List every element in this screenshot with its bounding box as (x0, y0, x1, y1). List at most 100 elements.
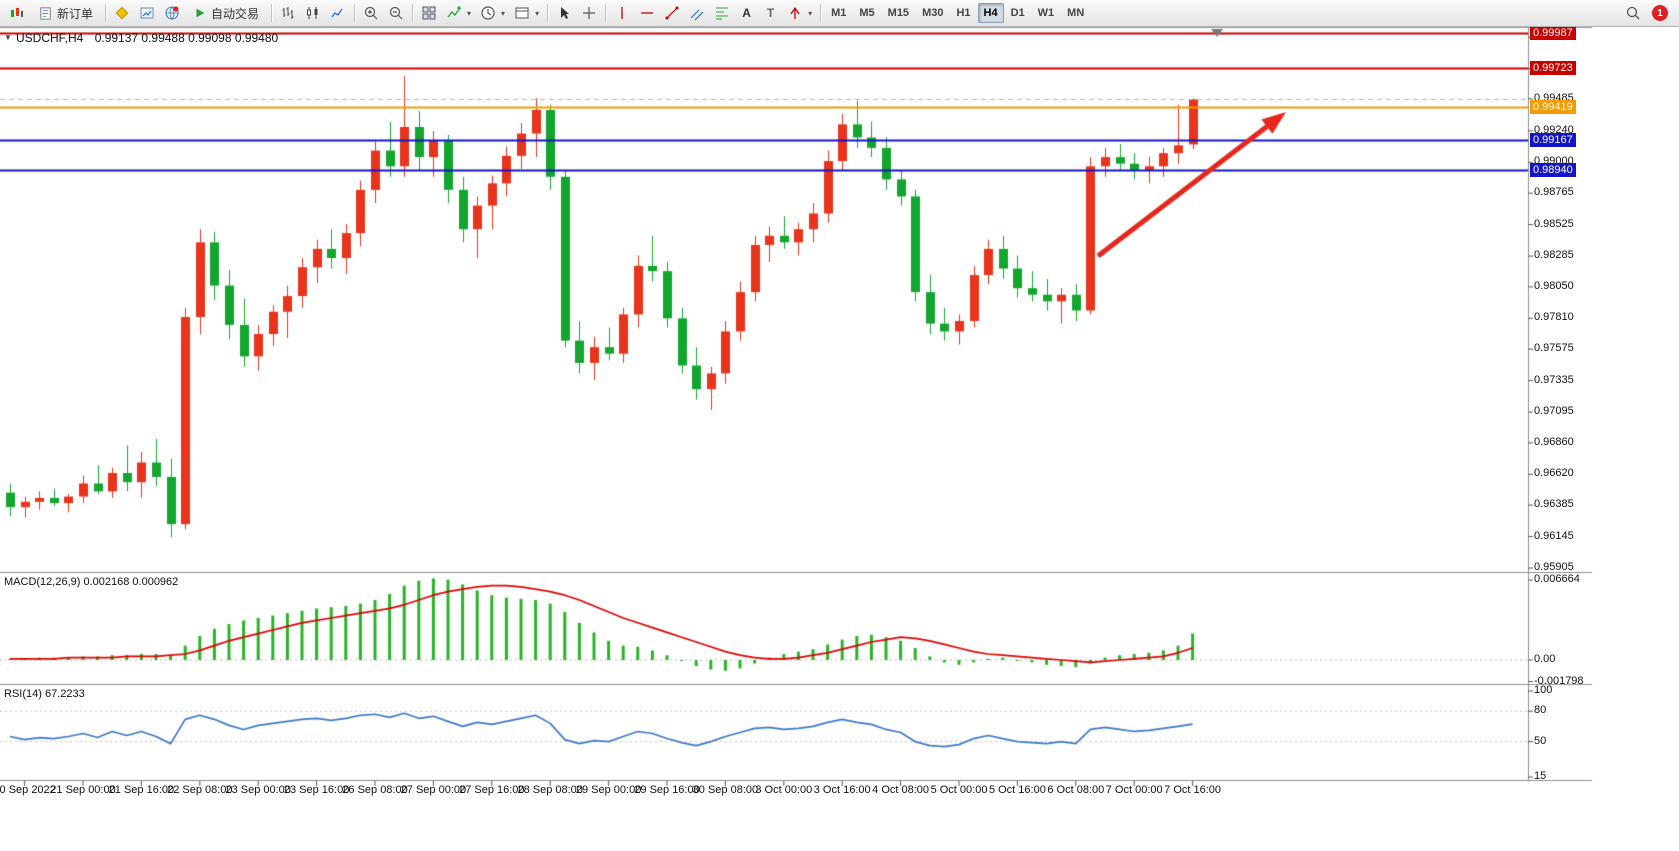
zoom-in-icon (364, 6, 378, 20)
time-axis-label: 20 Sep 2022 (0, 784, 56, 796)
price-axis-label: 0.96145 (1534, 529, 1574, 542)
timeframe-d1-button[interactable]: D1 (1010, 7, 1025, 19)
time-axis-label: 3 Oct 16:00 (813, 784, 871, 796)
new-order-icon (40, 6, 51, 20)
trendline-button[interactable] (660, 2, 684, 24)
timeframe-m15-button[interactable]: M15 (887, 7, 910, 19)
community-globe-icon (165, 6, 179, 20)
time-axis-label: 27 Sep 00:00 (400, 784, 467, 796)
timeframe-w1-button[interactable]: W1 (1037, 7, 1055, 19)
macd-axis-label: 0.006664 (1534, 573, 1580, 586)
price-axis-label: 0.98050 (1534, 279, 1574, 292)
horizontal-line-button[interactable] (635, 2, 659, 24)
price-axis-label: 0.96860 (1534, 435, 1574, 448)
price-line-tag: 0.99987 (1530, 26, 1576, 40)
text-tool-icon: A (742, 6, 751, 20)
timeframe-group: M1 M5 M15 M30 H1 H4 D1 W1 MN (825, 3, 1090, 23)
candlestick-chart-button[interactable] (301, 2, 325, 24)
toolbar: 新订单 自动交易 (0, 0, 1679, 27)
price-line-tag: 0.99419 (1530, 100, 1576, 115)
price-axis-label: 0.97810 (1534, 311, 1574, 324)
price-axis-label: 0.95905 (1534, 561, 1574, 574)
toolbar-separator (547, 4, 549, 22)
toolbar-separator (412, 4, 414, 22)
indicators-button[interactable]: ▾ (442, 2, 475, 24)
channel-button[interactable] (685, 2, 709, 24)
channel-icon (690, 9, 704, 21)
toolbar-separator (820, 4, 822, 22)
timeframe-m30-button[interactable]: M30 (922, 7, 944, 19)
macd-indicator-label: MACD(12,26,9) 0.002168 0.000962 (4, 576, 179, 588)
time-axis-label: 6 Oct 08:00 (1047, 784, 1105, 796)
zoom-in-button[interactable] (359, 2, 383, 24)
ohlc-values: 0.99137 0.99488 0.99098 0.99480 (94, 31, 279, 45)
notification-badge[interactable]: 1 (1652, 5, 1668, 21)
metaeditor-button[interactable] (110, 2, 134, 24)
price-axis-label: 0.99240 (1534, 123, 1574, 136)
cursor-button[interactable] (552, 2, 576, 24)
periods-button[interactable]: ▾ (476, 2, 509, 24)
timeframe-mn-button[interactable]: MN (1067, 7, 1085, 19)
time-axis-label: 27 Sep 16:00 (459, 784, 525, 796)
chevron-down-icon: ▾ (501, 8, 506, 18)
timeframe-m1-button[interactable]: M1 (831, 7, 847, 19)
clock-icon (481, 6, 495, 20)
text-label-tool-button[interactable]: T (759, 2, 782, 24)
rsi-axis-label: 50 (1534, 734, 1547, 747)
chevron-down-icon: ▾ (808, 8, 813, 18)
indicators-icon (447, 6, 462, 18)
templates-icon (515, 7, 529, 19)
horizontal-line-icon (641, 12, 654, 14)
time-axis-label: 21 Sep 00:00 (50, 784, 116, 796)
time-axis-label: 5 Oct 16:00 (988, 784, 1046, 796)
autotrading-play-icon (196, 8, 205, 18)
time-axis-label: 26 Sep 08:00 (342, 784, 408, 796)
symbol-period-label: USDCHF,H4 (16, 31, 84, 45)
cursor-icon (561, 7, 570, 19)
time-axis-label: 4 Oct 08:00 (872, 784, 930, 796)
tile-windows-button[interactable] (417, 2, 441, 24)
fibonacci-icon (716, 7, 729, 20)
zoom-out-button[interactable] (384, 2, 408, 24)
text-label-tool-icon: T (766, 6, 775, 20)
price-axis-label: 0.98285 (1534, 249, 1574, 262)
time-axis-label: 3 Oct 00:00 (755, 784, 813, 796)
templates-button[interactable]: ▾ (510, 2, 543, 24)
time-axis-label: 7 Oct 00:00 (1105, 784, 1163, 796)
timeframe-h1-button[interactable]: H1 (956, 7, 971, 19)
arrows-tool-button[interactable]: ▾ (783, 2, 816, 24)
vertical-line-button[interactable] (610, 2, 634, 24)
macd-axis-label: -0.001798 (1534, 674, 1584, 687)
app-button[interactable] (5, 2, 29, 24)
vertical-line-icon (621, 7, 623, 19)
crosshair-icon (583, 7, 596, 19)
new-order-button[interactable]: 新订单 (30, 2, 101, 24)
search-icon (1626, 6, 1640, 20)
toolbar-separator (605, 4, 607, 22)
fibonacci-button[interactable] (710, 2, 734, 24)
chevron-down-icon: ▾ (467, 8, 472, 18)
new-order-label: 新订单 (57, 6, 94, 21)
candlestick-chart-icon (307, 7, 318, 19)
one-click-trading-arrow-icon[interactable]: ▼ (4, 33, 12, 42)
timeframe-m5-button[interactable]: M5 (859, 7, 875, 19)
autotrading-label: 自动交易 (211, 6, 260, 21)
search-button[interactable] (1621, 2, 1645, 24)
line-chart-button[interactable] (326, 2, 350, 24)
community-button[interactable] (160, 2, 184, 24)
market-watch-button[interactable] (135, 2, 159, 24)
bar-chart-icon (282, 7, 294, 19)
arrow-up-icon (790, 6, 800, 19)
line-chart-icon (331, 8, 343, 18)
price-axis-label: 0.97575 (1534, 342, 1574, 355)
autotrading-button[interactable]: 自动交易 (185, 2, 267, 24)
price-line-tag: 0.99167 (1530, 133, 1576, 148)
text-tool-button[interactable]: A (735, 2, 758, 24)
app-icon (11, 8, 23, 17)
crosshair-button[interactable] (577, 2, 601, 24)
bar-chart-button[interactable] (276, 2, 300, 24)
chart-title: USDCHF,H4 0.99137 0.99488 0.99098 0.9948… (16, 31, 278, 45)
timeframe-h4-button[interactable]: H4 (977, 3, 1004, 23)
